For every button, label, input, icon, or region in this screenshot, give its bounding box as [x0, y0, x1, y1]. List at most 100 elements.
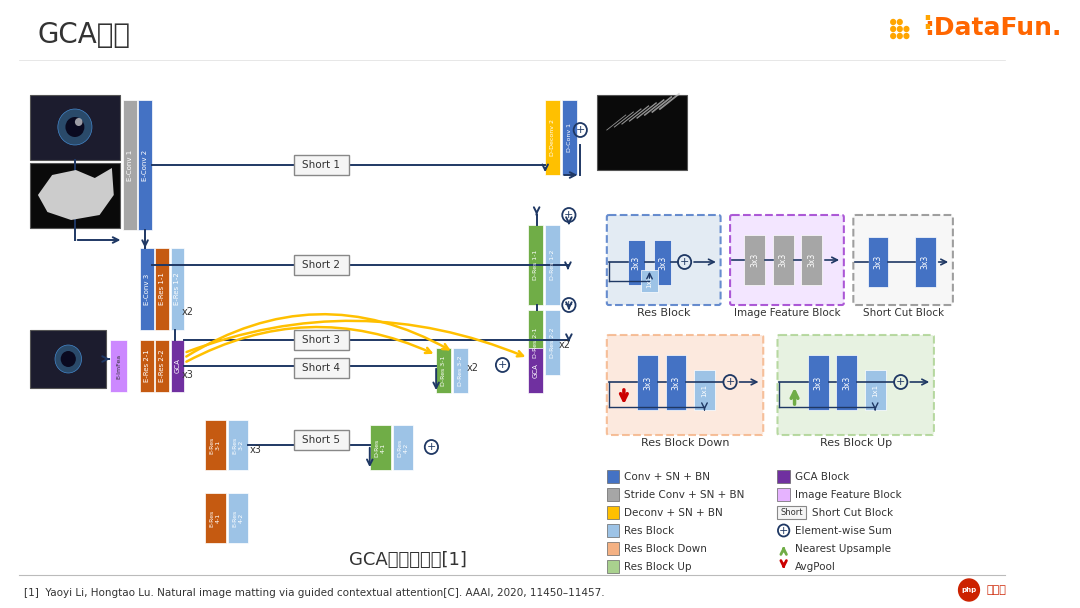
Text: D-Res 3-2: D-Res 3-2 [458, 355, 463, 385]
Bar [138, 100, 151, 230]
Circle shape [897, 33, 902, 38]
Text: Image Feature Block: Image Feature Block [733, 308, 840, 318]
Text: Short 3: Short 3 [302, 335, 340, 345]
Bar [528, 310, 543, 375]
Text: 3x3: 3x3 [842, 375, 851, 390]
Text: +: + [779, 525, 788, 536]
Text: Conv + SN + BN: Conv + SN + BN [624, 471, 710, 482]
FancyBboxPatch shape [607, 335, 764, 435]
Bar [665, 355, 687, 410]
Bar [607, 560, 619, 573]
Text: AvgPool: AvgPool [795, 562, 836, 572]
Text: Short 2: Short 2 [302, 260, 340, 270]
FancyBboxPatch shape [730, 215, 843, 305]
Text: D-Res
4-1: D-Res 4-1 [375, 438, 386, 457]
Text: 1x1: 1x1 [873, 384, 878, 396]
Text: 1x1: 1x1 [702, 384, 707, 396]
Text: x3: x3 [181, 370, 193, 380]
Text: D-Res 1-2: D-Res 1-2 [551, 250, 555, 280]
Text: 3x3: 3x3 [632, 255, 640, 269]
Bar [865, 370, 886, 410]
Text: GCA: GCA [174, 359, 180, 373]
Bar [171, 248, 184, 330]
Text: E-Res 2-2: E-Res 2-2 [159, 350, 165, 382]
Bar [205, 493, 226, 543]
Bar [30, 95, 120, 160]
Text: E-ImFea: E-ImFea [116, 353, 121, 379]
Text: 3x3: 3x3 [643, 375, 652, 390]
Bar [528, 348, 543, 393]
Text: E-Conv 1: E-Conv 1 [126, 150, 133, 181]
Text: x2: x2 [559, 340, 571, 350]
Bar [694, 370, 715, 410]
Bar [744, 235, 765, 285]
Text: Short 5: Short 5 [302, 435, 340, 445]
Text: [1]  Yaoyi Li, Hongtao Lu. Natural image matting via guided contextual attention: [1] Yaoyi Li, Hongtao Lu. Natural image … [24, 588, 605, 598]
Bar [545, 100, 561, 175]
Text: GCA: GCA [532, 363, 539, 378]
Text: GCA网络示意图[1]: GCA网络示意图[1] [349, 551, 467, 569]
Bar [836, 355, 858, 410]
Text: Res Block Down: Res Block Down [640, 438, 729, 448]
Text: E-Res 1-2: E-Res 1-2 [174, 272, 180, 305]
Text: D-Res 2-2: D-Res 2-2 [551, 327, 555, 358]
Text: +: + [564, 300, 573, 310]
Circle shape [904, 27, 908, 32]
Text: +: + [576, 125, 585, 135]
Text: +: + [498, 360, 508, 370]
Circle shape [891, 33, 895, 38]
Bar [563, 100, 578, 175]
Bar [294, 358, 349, 378]
Text: php: php [961, 587, 976, 593]
Polygon shape [38, 168, 113, 220]
Text: D-Deconv 2: D-Deconv 2 [551, 119, 555, 156]
Text: +: + [427, 442, 436, 452]
Bar [436, 348, 451, 393]
FancyBboxPatch shape [778, 335, 934, 435]
Bar [392, 425, 414, 470]
Text: Res Block Up: Res Block Up [624, 562, 691, 572]
Bar [228, 493, 248, 543]
Text: Short: Short [781, 508, 802, 517]
Bar [294, 330, 349, 350]
Text: x2: x2 [181, 307, 193, 317]
FancyBboxPatch shape [607, 215, 720, 305]
Text: GCA Block: GCA Block [795, 471, 849, 482]
Bar [637, 355, 658, 410]
Circle shape [904, 33, 908, 38]
Text: 3x3: 3x3 [813, 375, 823, 390]
Circle shape [891, 27, 895, 32]
Bar [294, 155, 349, 175]
Bar [867, 237, 889, 287]
Text: 3x3: 3x3 [807, 253, 816, 267]
Circle shape [897, 19, 902, 24]
Bar [607, 524, 619, 537]
Text: Element-wise Sum: Element-wise Sum [795, 525, 891, 536]
Text: x3: x3 [251, 445, 262, 455]
Circle shape [66, 117, 84, 137]
Bar [915, 237, 936, 287]
Bar [654, 240, 672, 285]
Circle shape [897, 27, 902, 32]
Text: Short Cut Block: Short Cut Block [811, 508, 893, 517]
Text: Nearest Upsample: Nearest Upsample [795, 544, 891, 553]
Bar [228, 420, 248, 470]
Text: D-Res 3-1: D-Res 3-1 [442, 355, 446, 385]
Bar [773, 235, 794, 285]
Text: +: + [726, 377, 734, 387]
Bar [123, 100, 136, 230]
Text: 3x3: 3x3 [751, 253, 759, 267]
Text: D-Conv 1: D-Conv 1 [567, 123, 572, 152]
Bar [30, 163, 120, 228]
Bar [294, 430, 349, 450]
Text: E-Res
4-1: E-Res 4-1 [210, 510, 220, 527]
Text: +: + [564, 210, 573, 220]
Bar [778, 506, 806, 519]
Text: 中文网: 中文网 [986, 585, 1005, 595]
Bar [607, 506, 619, 519]
Text: E-Res 1-1: E-Res 1-1 [159, 272, 165, 305]
Text: D-Res
4-2: D-Res 4-2 [397, 438, 408, 457]
Text: E-Conv 3: E-Conv 3 [144, 274, 150, 305]
Circle shape [58, 109, 92, 145]
Bar [545, 225, 561, 305]
